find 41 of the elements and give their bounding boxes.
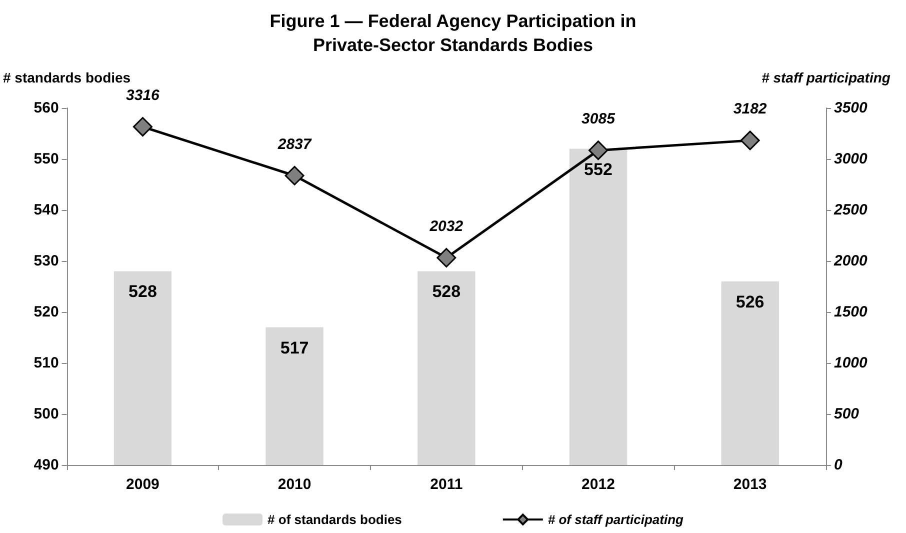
data-label: 2032 [428,218,464,235]
point [588,140,608,160]
y-tick-label: 530 [34,252,59,270]
y2-tick-label: 2000 [833,252,868,270]
data-label: 3316 [126,87,160,104]
x-tick-label: 2012 [582,476,615,493]
data-label: 528 [432,282,461,302]
data-label: 3085 [582,110,616,128]
x-tick-label: 2013 [733,476,767,493]
point [436,248,456,268]
y2-tick-label: 500 [834,406,860,422]
y2-tick-label: 3000 [834,150,868,168]
x-tick-label: 2009 [126,476,160,493]
y-tick-label: 540 [34,202,59,218]
legend-label: # of standards bodies [268,512,402,527]
chart-title: Figure 1 — Federal Agency Participation in Private-Sector Standards Bodies [270,11,636,55]
y2-tick-label: 1500 [834,304,868,320]
data-label: 528 [128,282,157,302]
legend-label: # of staff participating [548,512,684,527]
y-axis-title: # standards bodies [3,70,131,86]
y2-tick-label: 0 [834,456,843,474]
y-tick-label: 510 [34,354,59,372]
y2-tick-label: 1000 [834,354,868,372]
y-tick-label: 490 [34,456,59,474]
y-tick-label: 550 [34,150,59,168]
y2-axis-title: # staff participating [762,70,891,86]
y-tick-label: 560 [34,100,59,116]
y2-tick-label: 3500 [834,100,868,116]
point [284,166,304,186]
data-label: 526 [736,292,764,312]
data-label: 2837 [276,136,312,153]
point [740,130,760,150]
data-label: 552 [584,160,612,179]
data-label: 517 [280,338,309,358]
y2-tick-label: 2500 [833,202,868,218]
data-label: 3182 [733,100,768,118]
point [132,117,152,137]
x-tick-label: 2010 [278,476,312,493]
x-tick-label: 2011 [430,476,463,493]
y-tick-label: 520 [34,304,59,320]
y-tick-label: 500 [34,406,59,422]
